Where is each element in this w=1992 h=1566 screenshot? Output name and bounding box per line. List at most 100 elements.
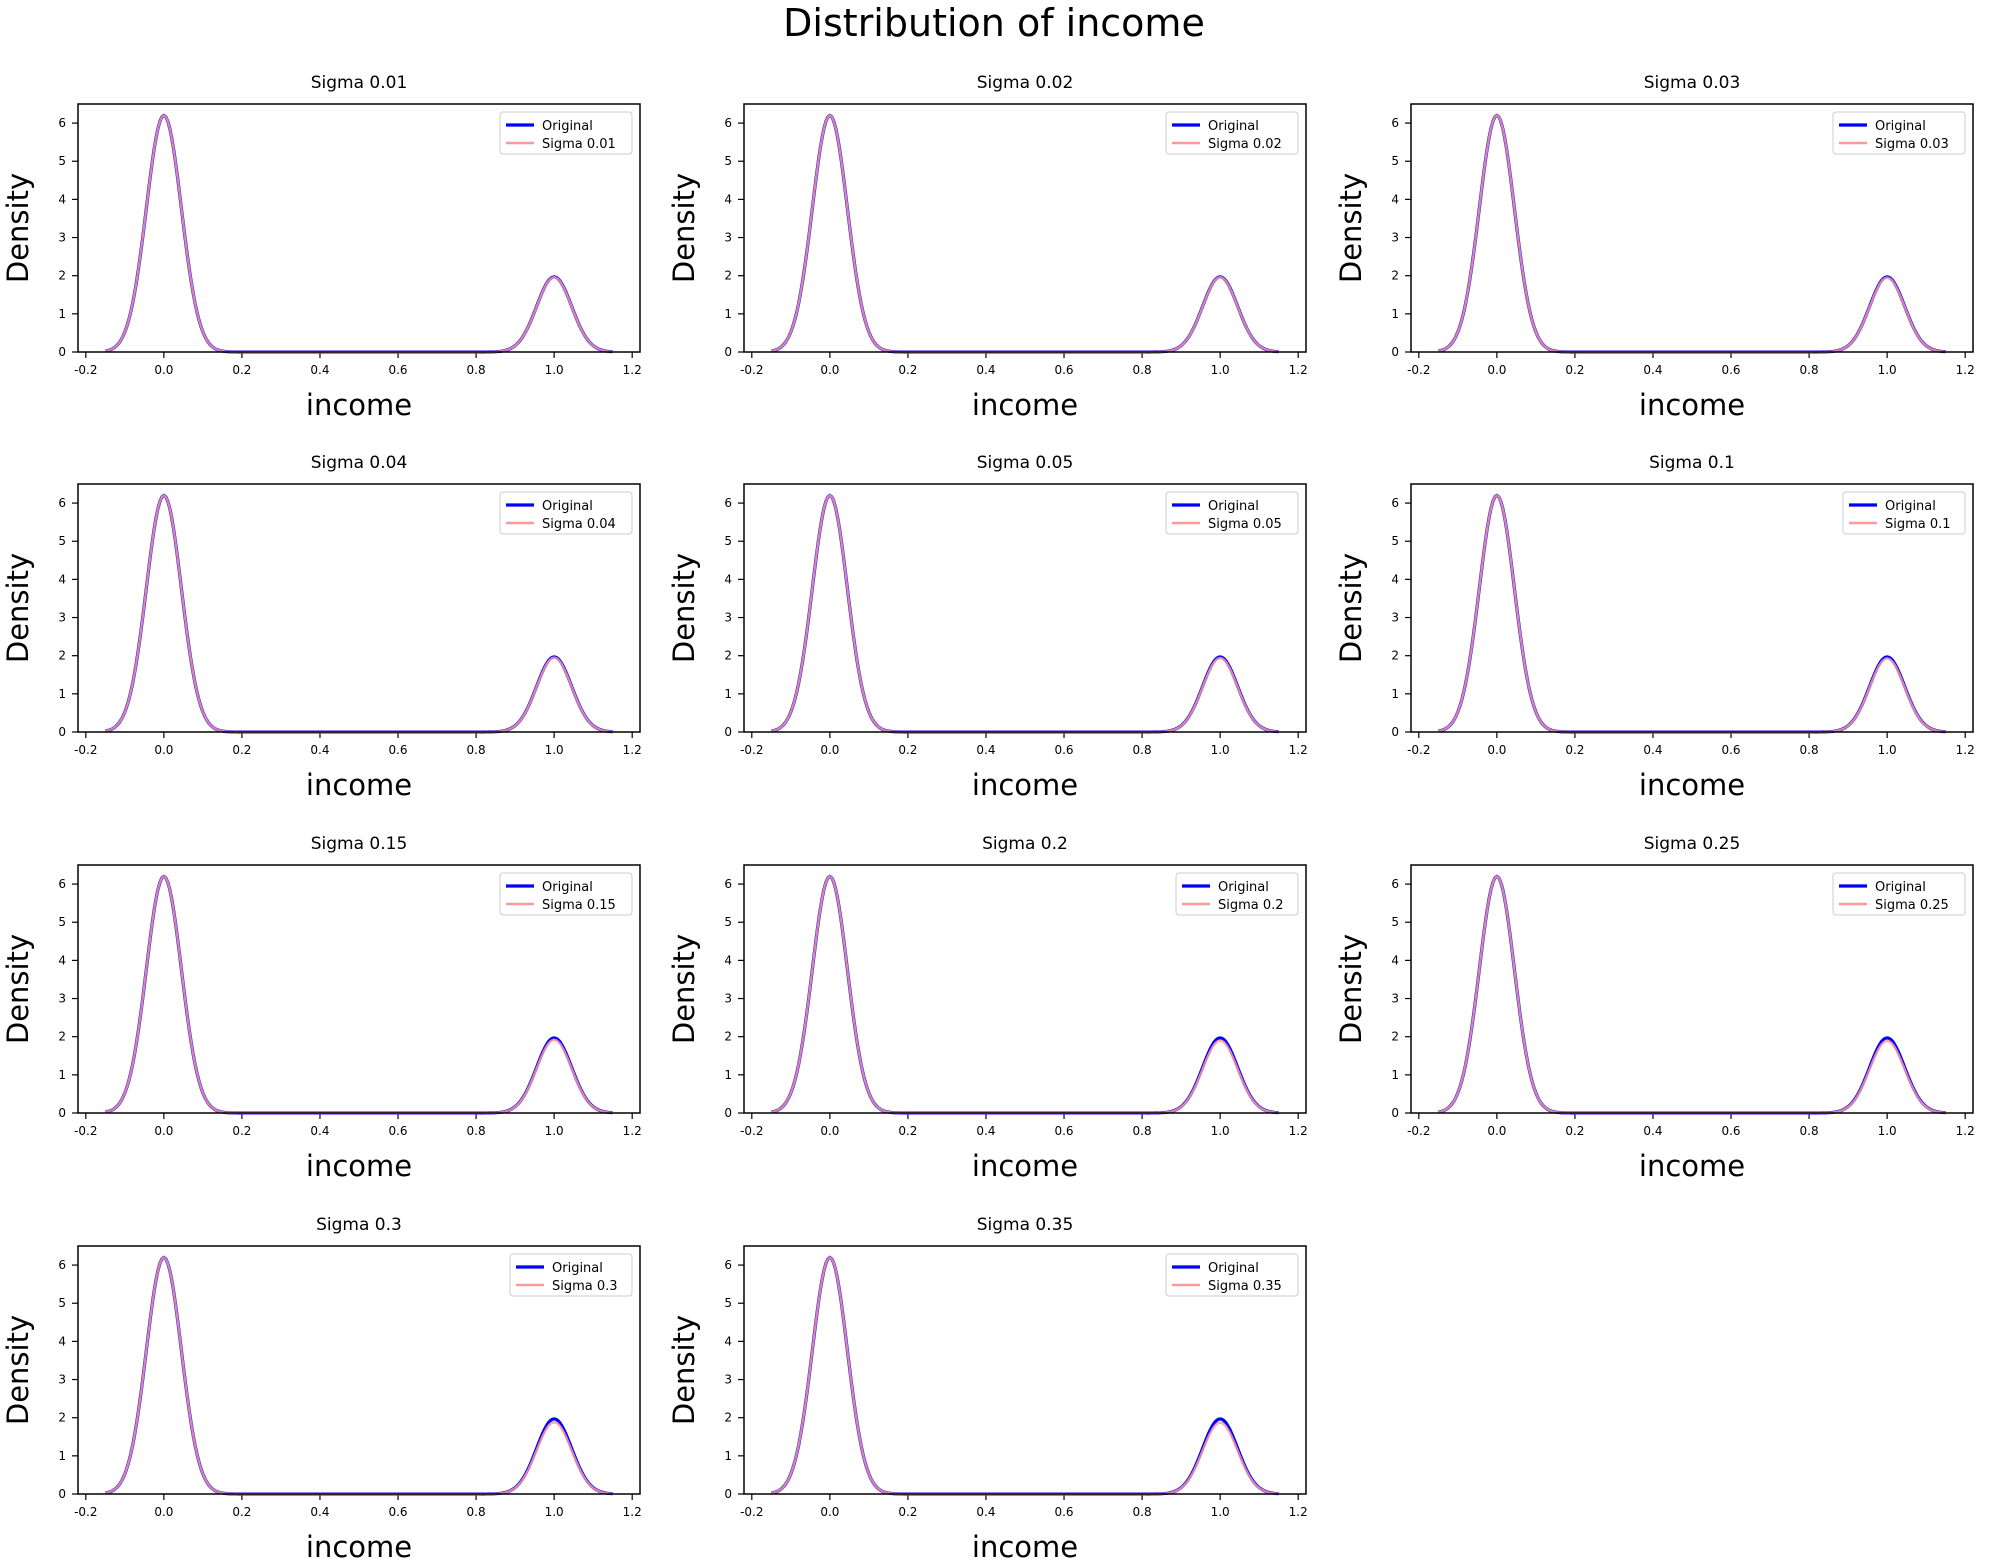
x-tick-label: 0.4 [976, 363, 995, 377]
x-tick-label: 0.2 [232, 743, 251, 757]
y-tick-label: 4 [58, 1334, 66, 1348]
x-tick-label: 0.6 [1054, 743, 1073, 757]
x-tick-label: 0.6 [1054, 1505, 1073, 1519]
x-tick-label: 1.2 [1956, 743, 1975, 757]
legend-label: Original [552, 1261, 603, 1276]
y-tick-label: 0 [1391, 725, 1399, 739]
plot-frame [743, 1245, 1307, 1495]
y-tick-label: 1 [1391, 687, 1399, 701]
subplot-2: Sigma 0.02 0 1 2 3 4 5 6 -0.2 0.0 0.2 0.4 0.6 0.8 1.0 1… [667, 73, 1308, 422]
x-tick-label: 1.2 [1289, 1124, 1308, 1138]
y-tick-label: 4 [724, 572, 732, 586]
legend-label: Sigma 0.3 [552, 1279, 618, 1294]
y-axis-label: Density [1, 1315, 35, 1425]
y-tick-label: 0 [724, 1487, 732, 1501]
x-tick-label: 0.6 [388, 1505, 407, 1519]
legend-label: Original [542, 119, 593, 134]
y-axis-label: Density [1, 173, 35, 283]
legend-label: Original [1218, 880, 1269, 895]
y-tick-label: 2 [1391, 649, 1399, 663]
y-tick-label: 5 [724, 1296, 732, 1310]
x-tick-label: -0.2 [740, 743, 763, 757]
y-axis-label: Density [667, 1315, 701, 1425]
x-tick-label: 0.6 [1054, 1124, 1073, 1138]
x-tick-label: 1.0 [1878, 363, 1897, 377]
y-tick-label: 4 [724, 192, 732, 206]
y-tick-label: 3 [1391, 231, 1399, 245]
y-tick-label: 4 [724, 1334, 732, 1348]
y-tick-label: 6 [724, 1258, 732, 1272]
x-tick-label: 1.2 [623, 743, 642, 757]
y-tick-label: 5 [1391, 534, 1399, 548]
subplot-title: Sigma 0.01 [311, 73, 408, 93]
x-tick-label: -0.2 [74, 743, 97, 757]
figure-title: Distribution of income [783, 1, 1205, 45]
y-tick-label: 1 [58, 1068, 66, 1082]
legend-label: Original [542, 499, 593, 514]
y-tick-label: 6 [1391, 877, 1399, 891]
x-tick-label: 0.4 [976, 743, 995, 757]
y-tick-label: 4 [1391, 953, 1399, 967]
x-tick-label: -0.2 [740, 1124, 763, 1138]
subplot-6: Sigma 0.1 0 1 2 3 4 5 6 -0.2 0.0 0.2 0.4 0.6 0.8 1.0 1.… [1334, 453, 1975, 802]
y-tick-label: 6 [724, 496, 732, 510]
legend: Original Sigma 0.02 [1165, 111, 1299, 155]
y-tick-label: 4 [1391, 192, 1399, 206]
y-tick-label: 5 [1391, 154, 1399, 168]
subplot-10: Sigma 0.3 0 1 2 3 4 5 6 -0.2 0.0 0.2 0.4 0.6 0.8 1.0 1.… [1, 1215, 642, 1564]
y-tick-label: 5 [58, 154, 66, 168]
y-tick-label: 5 [724, 534, 732, 548]
legend-label: Sigma 0.25 [1875, 898, 1949, 913]
legend: Original Sigma 0.1 [1842, 491, 1966, 535]
y-tick-label: 2 [1391, 269, 1399, 283]
legend-label: Sigma 0.2 [1218, 898, 1284, 913]
subplot-title: Sigma 0.02 [977, 73, 1074, 93]
x-tick-label: -0.2 [74, 1505, 97, 1519]
x-tick-label: 0.6 [388, 363, 407, 377]
x-axis-label: income [1639, 768, 1745, 802]
y-tick-label: 6 [58, 877, 66, 891]
y-tick-label: 0 [58, 725, 66, 739]
y-tick-label: 2 [724, 1411, 732, 1425]
x-tick-label: 0.8 [1133, 1124, 1152, 1138]
y-tick-label: 4 [724, 953, 732, 967]
x-tick-label: 0.8 [467, 1124, 486, 1138]
plot-frame [743, 864, 1307, 1114]
y-tick-label: 1 [724, 687, 732, 701]
x-tick-label: 0.0 [154, 1505, 173, 1519]
x-tick-label: 0.0 [820, 1505, 839, 1519]
subplot-7: Sigma 0.15 0 1 2 3 4 5 6 -0.2 0.0 0.2 0.4 0.6 0.8 1.0 1… [1, 834, 642, 1183]
plot-frame [77, 103, 641, 353]
y-tick-label: 2 [58, 649, 66, 663]
y-tick-label: 2 [58, 1030, 66, 1044]
x-tick-label: 1.0 [1878, 1124, 1897, 1138]
x-tick-label: 0.2 [232, 363, 251, 377]
x-tick-label: 1.0 [545, 1124, 564, 1138]
legend-label: Sigma 0.05 [1208, 517, 1282, 532]
x-tick-label: 0.2 [232, 1124, 251, 1138]
x-axis-label: income [306, 1149, 412, 1183]
x-tick-label: 0.4 [1643, 1124, 1662, 1138]
legend-label: Original [1885, 499, 1936, 514]
x-tick-label: 1.2 [1956, 1124, 1975, 1138]
y-tick-label: 5 [724, 915, 732, 929]
x-tick-label: 0.8 [1800, 363, 1819, 377]
y-tick-label: 3 [724, 992, 732, 1006]
subplot-1: Sigma 0.01 0 1 2 3 4 5 6 -0.2 0.0 0.2 0.4 0.6 0.8 1.0 1… [1, 73, 642, 422]
y-tick-label: 4 [1391, 572, 1399, 586]
y-tick-label: 6 [724, 116, 732, 130]
x-axis-label: income [1639, 388, 1745, 422]
legend: Original Sigma 0.03 [1832, 111, 1966, 155]
y-axis-label: Density [667, 553, 701, 663]
legend: Original Sigma 0.15 [499, 872, 633, 916]
x-tick-label: 0.2 [898, 743, 917, 757]
plot-frame [1410, 483, 1974, 733]
x-tick-label: 0.4 [976, 1505, 995, 1519]
y-tick-label: 5 [724, 154, 732, 168]
y-tick-label: 2 [58, 1411, 66, 1425]
y-tick-label: 0 [58, 345, 66, 359]
x-tick-label: -0.2 [74, 1124, 97, 1138]
x-tick-label: 0.0 [154, 743, 173, 757]
subplot-title: Sigma 0.04 [311, 453, 408, 473]
